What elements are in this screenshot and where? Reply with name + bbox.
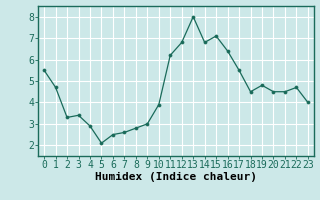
X-axis label: Humidex (Indice chaleur): Humidex (Indice chaleur) — [95, 172, 257, 182]
